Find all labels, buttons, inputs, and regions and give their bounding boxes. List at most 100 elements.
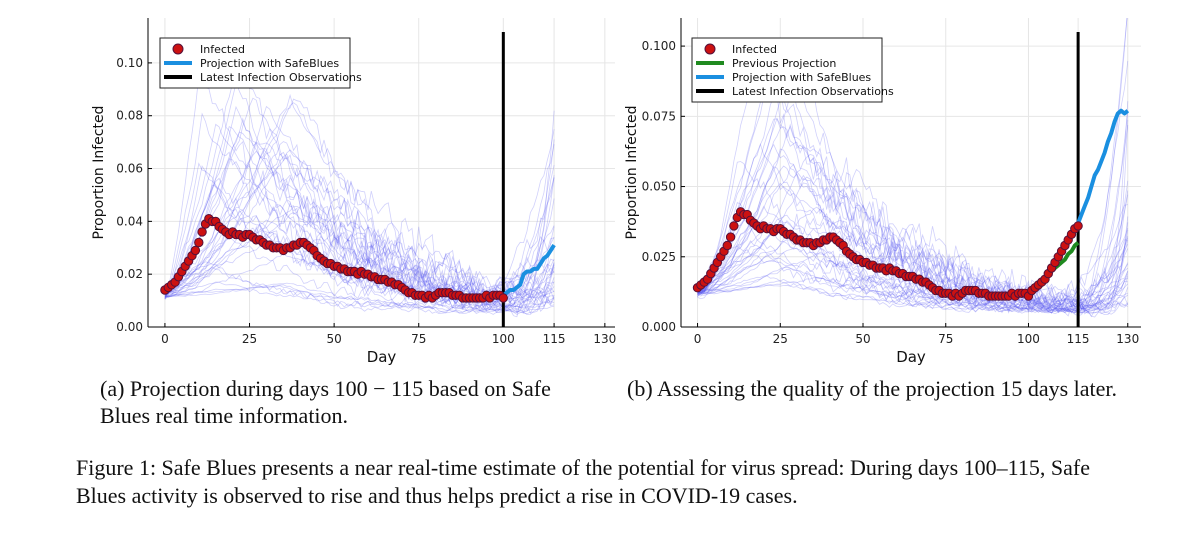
ensemble-line [697,267,1129,314]
infected-point [197,227,207,237]
infected-point [722,240,733,251]
ensemble-line [697,60,1129,310]
ensemble-line [164,98,555,302]
ensemble-line [697,118,1129,312]
chart-b: 0 25 50 75 100 115 130 0.000 0.025 0.050 0.075 0.10… [624,18,1141,366]
ensemble-line [697,284,1128,313]
ensemble-line [164,177,555,311]
legend-label: Projection with SafeBlues [732,71,871,84]
y-axis-label: Proportion Infected [91,106,107,240]
chart-panel-b: 0 25 50 75 100 115 130 0.000 0.025 0.050 0.075 0.10… [600,0,1200,370]
ensemble-line [697,205,1129,314]
ensemble-line [697,166,1129,313]
ensemble-line [697,119,1129,312]
ensemble-line [164,141,555,296]
ensemble-line [697,101,1129,315]
infected-points [692,207,1083,301]
y-tick-label: 0.02 [116,267,143,281]
infected-point [190,245,201,256]
infected-point [725,232,736,242]
figure-caption: Figure 1: Safe Blues presents a near rea… [76,455,1090,508]
ensemble-line [697,112,1129,313]
infected-point [729,221,739,231]
infected-point [1073,221,1083,231]
x-tick-label: 115 [1067,332,1090,346]
y-tick-label: 0.06 [116,162,143,176]
x-tick-label: 100 [1017,332,1040,346]
projection-line [502,244,556,297]
legend-label: Latest Infection Observations [200,71,362,84]
chart-a: 0 25 50 75 100 115 130 0.00 0.02 0.04 0.06 0.08 0.10… [91,18,616,366]
ensemble-line [697,18,1128,313]
legend-label: Previous Projection [732,57,836,70]
ensemble-line [697,222,1129,311]
ensemble-line [697,240,1129,313]
x-tick-label: 0 [161,332,169,346]
ensemble-trajectories [164,65,555,318]
infected-point [194,237,204,248]
ensemble-line [164,271,555,313]
y-tick-label: 0.10 [116,56,143,70]
x-tick-label: 75 [411,332,426,346]
y-tick-label: 0.04 [116,214,143,228]
x-axis-label: Day [367,348,397,366]
ensemble-line [164,282,555,311]
infected-points [160,214,508,303]
x-tick-label: 50 [326,332,341,346]
ensemble-line [164,281,555,315]
legend-label: Infected [200,43,245,56]
ensemble-line [697,117,1128,303]
projection-line [1076,108,1130,224]
ensemble-line [697,214,1128,309]
x-tick-label: 100 [492,332,515,346]
infected-point [498,293,508,303]
ensemble-line [697,218,1129,310]
legend-label: Projection with SafeBlues [200,57,339,70]
x-tick-label: 0 [694,332,702,346]
ensemble-line [697,273,1129,314]
y-tick-label: 0.100 [642,39,676,53]
ensemble-line [697,231,1129,317]
legend-infected-icon [704,43,716,55]
ensemble-line [697,253,1129,312]
y-tick-label: 0.00 [116,320,143,334]
x-tick-label: 25 [773,332,788,346]
ensemble-line [697,227,1129,312]
x-tick-label: 115 [543,332,566,346]
x-tick-label: 130 [593,332,616,346]
legend-infected-icon [172,43,184,55]
x-tick-label: 25 [242,332,257,346]
x-tick-label: 75 [938,332,953,346]
ensemble-line [164,112,555,318]
ensemble-line [164,102,555,301]
x-tick-label: 50 [855,332,870,346]
y-tick-label: 0.075 [642,109,676,123]
ensemble-line [697,240,1129,311]
ensemble-line [164,123,555,313]
ensemble-line [697,78,1129,318]
ensemble-line [164,261,555,314]
ensemble-line [697,125,1129,312]
ensemble-line [697,194,1129,314]
ensemble-line [164,262,555,316]
chart-panel-a: 0 25 50 75 100 115 130 0.00 0.02 0.04 0.06 0.08 0.10… [0,0,620,370]
y-tick-label: 0.08 [116,109,143,123]
ensemble-line [164,177,555,313]
ensemble-line [697,38,1129,311]
y-tick-label: 0.000 [642,320,676,334]
ensemble-line [164,177,555,310]
y-tick-label: 0.050 [642,180,676,194]
y-axis-label: Proportion Infected [624,106,640,240]
ensemble-line [164,267,555,315]
subcaption-a: (a) Projection during days 100 − 115 bas… [100,376,551,428]
ensemble-line [164,74,555,304]
x-tick-label: 130 [1116,332,1139,346]
subcaption-b: (b) Assessing the quality of the project… [627,376,1118,401]
ensemble-line [697,142,1128,317]
ensemble-line [164,117,555,306]
legend-label: Infected [732,43,777,56]
ensemble-line [697,278,1129,315]
legend-label: Latest Infection Observations [732,85,894,98]
